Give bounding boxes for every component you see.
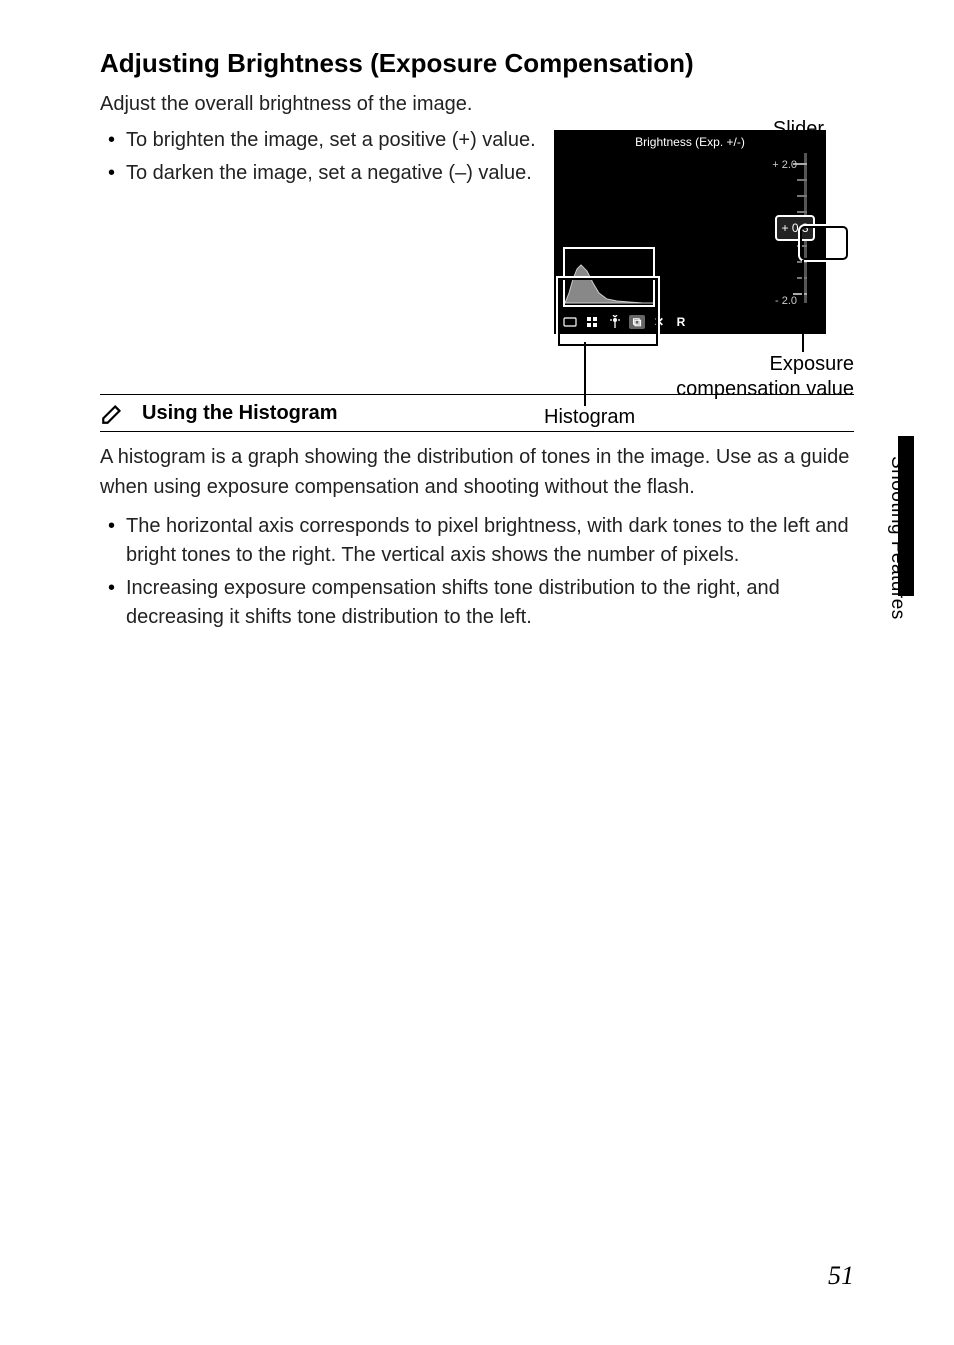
- list-item: The horizontal axis corresponds to pixel…: [100, 512, 854, 570]
- note-body: A histogram is a graph showing the distr…: [100, 442, 854, 632]
- slider-tick: [797, 179, 807, 181]
- left-column: To brighten the image, set a positive (+…: [100, 122, 538, 192]
- histogram-callout-label: Histogram: [544, 406, 635, 429]
- note-title: Using the Histogram: [142, 402, 338, 425]
- list-item: Increasing exposure compensation shifts …: [100, 574, 854, 632]
- page-number: 51: [828, 1261, 854, 1291]
- histogram-callout-line: [584, 342, 586, 406]
- two-column-region: To brighten the image, set a positive (+…: [100, 122, 854, 334]
- record-r-icon: R: [673, 315, 689, 329]
- slider-tick: [797, 195, 807, 197]
- exposure-slider: + 2.0 - 2.0 + 0.3: [769, 153, 815, 323]
- status-bar: ⧉ ✕ R: [563, 315, 689, 329]
- slider-max-label: + 2.0: [772, 159, 797, 171]
- figure-column: Slider Brightness (Exp. +/-): [554, 122, 854, 334]
- list-item: To darken the image, set a negative (–) …: [100, 159, 538, 188]
- instruction-list: To brighten the image, set a positive (+…: [100, 126, 538, 188]
- note-paragraph: A histogram is a graph showing the distr…: [100, 442, 854, 502]
- pencil-icon: [100, 400, 126, 426]
- figure: Slider Brightness (Exp. +/-): [554, 130, 854, 334]
- camera-screen: Brightness (Exp. +/-) + 2.0 - 2.0: [554, 130, 826, 334]
- histogram-graph: [565, 249, 653, 305]
- slider-tick: [797, 245, 807, 247]
- note-bullet-list: The horizontal axis corresponds to pixel…: [100, 512, 854, 632]
- exposure-comp-icon: ⧉: [629, 315, 645, 329]
- page: Adjusting Brightness (Exposure Compensat…: [0, 0, 954, 1345]
- list-item: To brighten the image, set a positive (+…: [100, 126, 538, 155]
- side-tab-label: Shooting Features: [886, 456, 908, 620]
- exposure-value-label: Exposure compensation value: [654, 352, 854, 402]
- screen-title: Brightness (Exp. +/-): [555, 135, 825, 149]
- macro-flower-icon: [607, 315, 623, 329]
- page-heading: Adjusting Brightness (Exposure Compensat…: [100, 48, 854, 79]
- histogram-curve: [565, 265, 653, 303]
- side-tab: Shooting Features: [870, 436, 898, 876]
- histogram-box: [563, 247, 655, 307]
- card-icon: [563, 315, 579, 329]
- slider-min-label: - 2.0: [775, 295, 797, 307]
- grid-icon: [585, 315, 601, 329]
- cancel-icon: ✕: [651, 315, 667, 329]
- slider-knob: + 0.3: [775, 215, 815, 241]
- exposure-callout-line: [802, 260, 804, 352]
- intro-text: Adjust the overall brightness of the ima…: [100, 93, 854, 116]
- slider-tick: [797, 211, 807, 213]
- note-section: Using the Histogram A histogram is a gra…: [100, 394, 854, 632]
